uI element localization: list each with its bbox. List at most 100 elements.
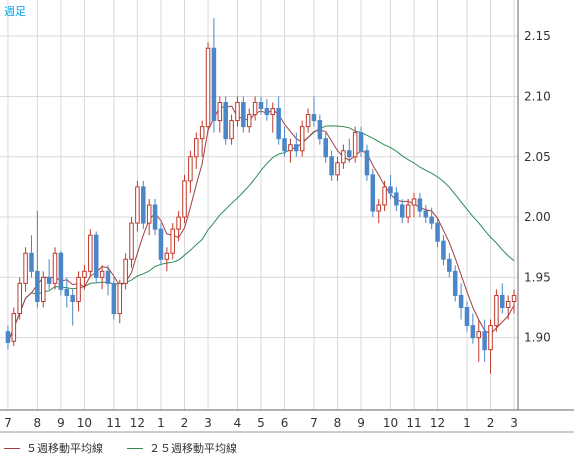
candle xyxy=(470,313,476,344)
candle-body xyxy=(329,156,334,176)
candle xyxy=(188,150,193,193)
candle-body xyxy=(40,276,46,302)
candle-body xyxy=(282,138,287,152)
candle-body xyxy=(452,270,458,296)
candle xyxy=(93,231,99,284)
candle xyxy=(399,198,405,224)
candle-body xyxy=(241,102,246,128)
candle-body xyxy=(105,270,111,284)
candle-body xyxy=(35,270,40,302)
candle-body xyxy=(382,186,387,206)
candle xyxy=(317,114,323,145)
candle-body xyxy=(141,186,146,224)
candle-body xyxy=(111,282,117,315)
candle-body xyxy=(164,252,170,260)
candle-body xyxy=(64,288,70,296)
candle-body xyxy=(5,331,11,343)
candle xyxy=(358,126,364,157)
candle xyxy=(505,295,511,320)
candle xyxy=(441,235,446,266)
candle-body xyxy=(70,294,75,302)
candle xyxy=(429,207,434,230)
candle xyxy=(99,265,105,290)
candle-body xyxy=(364,150,370,176)
x-tick-label: 2 xyxy=(181,416,189,430)
candle-body xyxy=(399,204,405,218)
candle-body xyxy=(435,222,440,242)
candle xyxy=(270,102,276,133)
candle xyxy=(282,126,287,157)
candle xyxy=(217,96,223,133)
candle-body xyxy=(46,276,52,284)
candle xyxy=(229,114,234,145)
candle-body xyxy=(264,108,270,116)
candle-body xyxy=(176,216,181,230)
candle xyxy=(111,277,117,320)
x-tick-label: 3 xyxy=(510,416,518,430)
candle-body xyxy=(17,282,22,315)
candle xyxy=(11,307,17,347)
candle-body xyxy=(482,331,487,351)
candle xyxy=(347,138,352,163)
candle-body xyxy=(117,282,123,315)
candle xyxy=(129,217,134,268)
candle-body xyxy=(23,252,28,284)
x-tick-label: 9 xyxy=(357,416,365,430)
candle xyxy=(294,132,299,157)
candle-body xyxy=(388,186,393,194)
candle xyxy=(388,174,393,199)
candle-body xyxy=(205,47,211,128)
x-tick-label: 8 xyxy=(334,416,342,430)
candle xyxy=(246,108,252,133)
timeframe-label: 週足 xyxy=(4,5,26,18)
candle-layer xyxy=(5,18,517,374)
candle-body xyxy=(505,300,511,308)
candle xyxy=(235,96,240,127)
candle xyxy=(405,198,411,224)
candle-body xyxy=(188,156,193,182)
candle-body xyxy=(135,186,140,224)
candle xyxy=(241,96,246,133)
candle xyxy=(223,96,228,145)
candle-body xyxy=(258,102,264,110)
candle-body xyxy=(370,174,376,212)
candle xyxy=(146,198,152,236)
candle xyxy=(40,271,46,308)
candle-body xyxy=(447,258,452,272)
candle xyxy=(82,265,87,290)
candle-body xyxy=(58,252,64,290)
candle-body xyxy=(29,252,34,272)
legend-swatch-ma5 xyxy=(4,447,20,449)
candle-body xyxy=(82,270,87,278)
x-tick-label: 6 xyxy=(281,416,289,430)
candle xyxy=(5,325,11,350)
candle-body xyxy=(511,294,517,302)
candle-body xyxy=(305,114,311,128)
candle xyxy=(58,250,64,296)
candle-body xyxy=(441,240,446,260)
candle xyxy=(464,301,470,332)
candle-body xyxy=(500,294,505,308)
x-tick-label: 12 xyxy=(430,416,445,430)
x-tick-label: 7 xyxy=(4,416,12,430)
candle-body xyxy=(294,144,299,152)
axis-layer: 2.152.102.052.001.951.907 8 9 10 11 12 1 2 3 4 5 6 7… xyxy=(0,0,574,433)
candle xyxy=(329,150,334,181)
candle-body xyxy=(376,204,381,212)
candle xyxy=(394,186,399,212)
candle xyxy=(35,211,40,308)
candle-body xyxy=(182,180,187,218)
candle xyxy=(105,265,111,296)
candle xyxy=(341,144,346,169)
candle-body xyxy=(417,198,423,212)
candle xyxy=(70,289,75,326)
candle xyxy=(311,96,317,127)
candle-body xyxy=(276,108,281,140)
x-tick-label: 11 xyxy=(106,416,121,430)
x-tick-label: 11 xyxy=(406,416,421,430)
candle xyxy=(258,96,264,115)
candle-body xyxy=(211,47,217,122)
candle xyxy=(494,289,499,332)
candle xyxy=(170,223,175,260)
